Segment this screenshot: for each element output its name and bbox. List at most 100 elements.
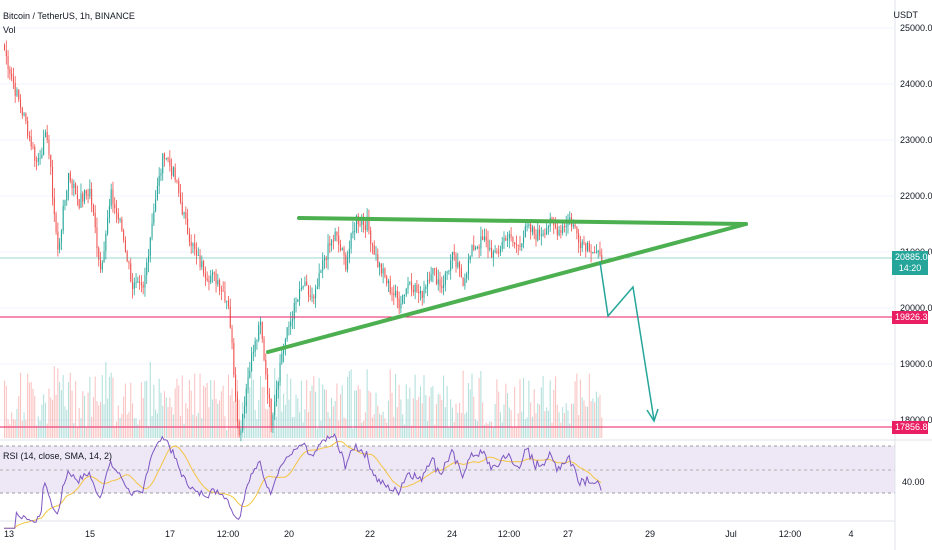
bar-countdown: 14:20 (898, 263, 922, 273)
volume-bar (428, 396, 430, 438)
candle-body (523, 236, 525, 244)
volume-bar (403, 424, 405, 438)
candle-body (501, 241, 503, 249)
candle-body (158, 175, 160, 186)
candle-body (108, 205, 110, 218)
candle-body (459, 262, 461, 269)
volume-bar (448, 427, 450, 438)
candle-body (576, 227, 578, 234)
level-tag-low: 17856.89 (892, 421, 932, 434)
volume-bar (78, 408, 80, 438)
candle-body (270, 398, 272, 427)
volume-bar (210, 379, 212, 438)
candle-body (547, 226, 549, 229)
candle-body (176, 179, 178, 182)
candle-body (402, 295, 404, 304)
candle-body (361, 220, 363, 225)
volume-bar (572, 403, 574, 438)
candle-body (419, 290, 421, 294)
volume-bar (476, 421, 478, 438)
candle-body (492, 251, 494, 258)
time-tick: 13 (4, 529, 14, 539)
candle-body (581, 241, 583, 249)
candle-body (434, 268, 436, 270)
volume-bar (288, 399, 290, 438)
candle-body (331, 240, 333, 246)
rsi-legend[interactable]: RSI (14, close, SMA, 14, 2) (3, 451, 113, 461)
volume-bar (539, 404, 541, 438)
candle-body (283, 348, 285, 354)
candle-body (103, 251, 105, 263)
chart-title[interactable]: Bitcoin / TetherUS, 1h, BINANCE (3, 11, 135, 21)
volume-bar (533, 389, 535, 438)
candle-body (494, 250, 496, 252)
candle-body (443, 284, 445, 288)
candle-body (96, 227, 98, 248)
volume-bar (183, 423, 185, 438)
candle-body (379, 263, 381, 268)
triangle-upper-trendline[interactable] (297, 216, 748, 226)
triangle-lower-trendline[interactable] (266, 222, 748, 354)
volume-bar (592, 398, 594, 438)
volume-bar (574, 381, 576, 438)
volume-bar (283, 393, 285, 438)
volume-bar (423, 375, 425, 438)
candle-body (592, 252, 594, 254)
volume-bar (67, 382, 70, 438)
rsi-tick: 40.00 (902, 477, 925, 487)
volume-bar (327, 411, 329, 438)
candle-body (558, 230, 560, 236)
volume-bar (323, 389, 326, 438)
volume-bar (263, 386, 265, 438)
volume-bar (185, 403, 187, 438)
candle-body (407, 283, 409, 289)
candle-body (105, 233, 107, 252)
volume-bar (44, 402, 46, 438)
candle-body (304, 281, 306, 287)
candle-body (76, 194, 78, 200)
volume-bar (73, 422, 75, 438)
candle-body (19, 99, 22, 108)
volume-bar (359, 389, 361, 438)
volume-bar (427, 421, 429, 438)
volume-bar (526, 417, 528, 438)
volume-bar (35, 425, 38, 438)
volume-bar (75, 381, 77, 438)
candle-body (496, 250, 498, 253)
volume-bar (339, 394, 342, 438)
candle-body (354, 230, 356, 232)
candle-body (220, 290, 222, 292)
volume-bar (528, 380, 530, 438)
candle-body (300, 287, 302, 290)
volume-bar (215, 398, 217, 438)
volume-bar (192, 414, 194, 438)
candle-body (217, 280, 219, 285)
volume-bar (455, 403, 457, 438)
volume-bar (291, 417, 294, 438)
volume-bar (135, 418, 137, 438)
projection-path[interactable] (599, 261, 655, 421)
volume-bar (59, 381, 61, 438)
volume-bar (149, 361, 151, 438)
candle-body (560, 230, 562, 233)
candle-body (556, 227, 558, 236)
volume-legend[interactable]: Vol (3, 25, 16, 35)
candle-body (119, 219, 121, 221)
candle-body (146, 262, 148, 276)
time-tick: 27 (563, 529, 573, 539)
volume-bar (34, 395, 36, 438)
volume-bar (590, 401, 592, 438)
volume-bar (366, 369, 368, 438)
rsi-line (4, 433, 602, 529)
volume-bar (396, 407, 398, 438)
candle-body (281, 353, 283, 363)
volume-bar (416, 400, 418, 438)
candle-body (480, 236, 482, 249)
volume-bar (297, 398, 299, 438)
volume-bar (587, 406, 589, 438)
volume-bar (110, 372, 112, 438)
candle-body (505, 237, 507, 241)
volume-bar (126, 414, 128, 438)
candle-body (126, 251, 128, 262)
